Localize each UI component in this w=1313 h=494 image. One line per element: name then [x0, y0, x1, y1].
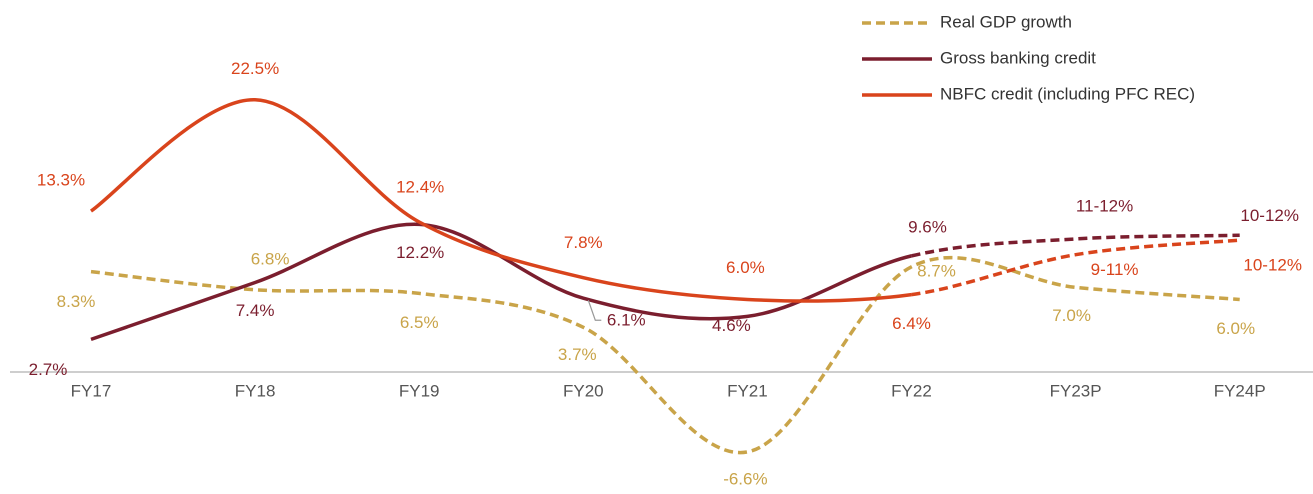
x-tick-label: FY19 — [399, 381, 440, 400]
series-line — [90, 255, 1240, 455]
data-label: 8.7% — [917, 261, 956, 280]
data-label: 4.6% — [712, 316, 751, 335]
legend-label: Gross banking credit — [940, 48, 1096, 67]
series-line — [911, 233, 1240, 258]
data-label: 6.8% — [251, 249, 290, 268]
data-label: 10-12% — [1240, 206, 1299, 225]
x-tick-label: FY24P — [1214, 381, 1266, 400]
legend-label: NBFC credit (including PFC REC) — [940, 84, 1195, 103]
series-line — [90, 98, 912, 303]
data-label: 13.3% — [37, 171, 85, 190]
data-label: 11-12% — [1076, 196, 1133, 215]
x-tick-label: FY17 — [71, 381, 112, 400]
data-label: 9-11% — [1091, 260, 1139, 279]
x-tick-label: FY23P — [1050, 381, 1102, 400]
data-label: 6.4% — [892, 314, 931, 333]
data-label: 6.0% — [1216, 319, 1255, 338]
x-tick-label: FY20 — [563, 381, 604, 400]
data-label: 10-12% — [1243, 256, 1302, 275]
data-label: 8.3% — [57, 292, 96, 311]
x-tick-label: FY21 — [727, 381, 768, 400]
data-label: 6.5% — [400, 313, 439, 332]
data-label: 7.0% — [1052, 306, 1091, 325]
x-tick-label: FY18 — [235, 381, 276, 400]
data-label: 12.4% — [396, 177, 444, 196]
data-label: 2.7% — [29, 360, 68, 379]
data-label: -6.6% — [723, 469, 767, 488]
data-label: 7.8% — [564, 233, 603, 252]
data-label: 12.2% — [396, 243, 444, 262]
data-label: 3.7% — [558, 345, 597, 364]
leader-line — [587, 300, 602, 321]
data-label: 7.4% — [236, 301, 275, 320]
series-line — [90, 222, 912, 342]
data-label: 6.0% — [726, 258, 765, 277]
data-label: 22.5% — [231, 59, 279, 78]
data-label: 6.1% — [607, 311, 646, 330]
legend-label: Real GDP growth — [940, 12, 1072, 31]
data-label: 9.6% — [908, 217, 947, 236]
x-tick-label: FY22 — [891, 381, 932, 400]
series-line — [911, 238, 1240, 297]
